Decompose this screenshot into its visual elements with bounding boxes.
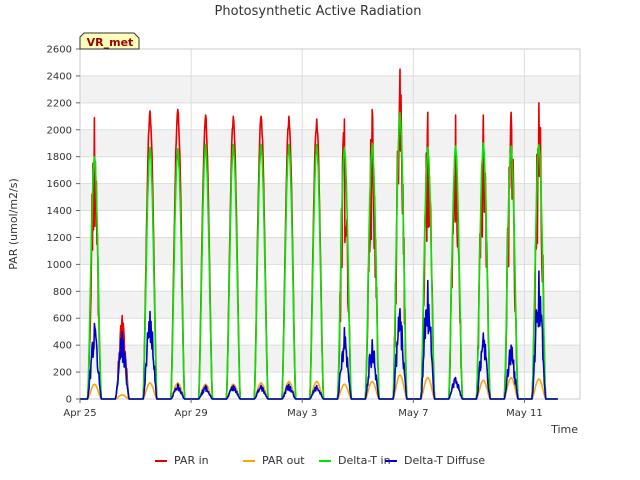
site-label: VR_met bbox=[87, 36, 134, 49]
y-tick: 1400 bbox=[47, 206, 80, 217]
y-tick: 0 bbox=[66, 395, 80, 406]
legend: PAR in PAR out Delta-T in Delta-T Diffuse bbox=[155, 454, 485, 467]
x-axis-ticks: Apr 25 Apr 29 May 3 May 7 May 11 bbox=[63, 399, 543, 419]
legend-item: PAR out bbox=[243, 454, 305, 467]
legend-label: Delta-T in bbox=[338, 454, 391, 467]
band bbox=[80, 183, 580, 211]
y-tick-label: 2400 bbox=[47, 71, 72, 82]
site-label-box: VR_met bbox=[79, 32, 140, 50]
y-tick: 1200 bbox=[47, 233, 80, 244]
y-tick: 2200 bbox=[47, 98, 80, 109]
chart-title: Photosynthetic Active Radiation bbox=[215, 4, 422, 19]
y-tick-label: 400 bbox=[53, 341, 72, 352]
y-tick-label: 1400 bbox=[47, 206, 72, 217]
x-tick-label: May 11 bbox=[506, 408, 543, 419]
band bbox=[80, 129, 580, 157]
y-tick: 1800 bbox=[47, 152, 80, 163]
y-tick: 1000 bbox=[47, 260, 80, 271]
series-line-par-out bbox=[79, 374, 558, 400]
plot-background-bands bbox=[80, 75, 580, 373]
legend-item: Delta-T Diffuse bbox=[385, 454, 485, 467]
legend-label: PAR in bbox=[174, 454, 209, 467]
band bbox=[80, 237, 580, 265]
x-tick-label: May 7 bbox=[398, 408, 428, 419]
y-tick-label: 0 bbox=[66, 395, 72, 406]
y-tick-label: 2000 bbox=[47, 125, 72, 136]
legend-item: Delta-T in bbox=[319, 454, 391, 467]
x-tick: May 7 bbox=[398, 399, 428, 419]
legend-label: Delta-T Diffuse bbox=[404, 454, 485, 467]
x-tick: May 3 bbox=[287, 399, 317, 419]
x-tick: Apr 25 bbox=[63, 399, 97, 419]
x-axis-label: Time bbox=[550, 423, 578, 436]
band bbox=[80, 345, 580, 373]
band bbox=[80, 75, 580, 103]
y-tick: 2600 bbox=[47, 45, 80, 56]
y-tick: 2000 bbox=[47, 125, 80, 136]
y-tick-label: 2600 bbox=[47, 45, 72, 56]
y-tick-label: 600 bbox=[53, 314, 72, 325]
y-tick: 600 bbox=[53, 314, 80, 325]
y-tick: 1600 bbox=[47, 179, 80, 190]
y-tick-label: 1000 bbox=[47, 260, 72, 271]
y-tick: 400 bbox=[53, 341, 80, 352]
band bbox=[80, 291, 580, 319]
y-tick-label: 1200 bbox=[47, 233, 72, 244]
y-tick-label: 200 bbox=[53, 368, 72, 379]
y-tick-label: 1600 bbox=[47, 179, 72, 190]
series-line-delta-t-diffuse bbox=[79, 270, 558, 400]
x-tick-label: Apr 29 bbox=[175, 408, 208, 419]
legend-item: PAR in bbox=[155, 454, 209, 467]
y-tick-label: 2200 bbox=[47, 98, 72, 109]
y-tick-label: 1800 bbox=[47, 152, 72, 163]
x-tick-label: Apr 25 bbox=[63, 408, 96, 419]
y-tick: 800 bbox=[53, 287, 80, 298]
y-axis-label: PAR (umol/m2/s) bbox=[7, 178, 20, 270]
y-tick-label: 800 bbox=[53, 287, 72, 298]
series-line-delta-t-in bbox=[79, 111, 558, 400]
series-layer bbox=[79, 68, 558, 400]
x-tick: May 11 bbox=[506, 399, 543, 419]
x-tick: Apr 29 bbox=[175, 399, 208, 419]
x-tick-label: May 3 bbox=[287, 408, 317, 419]
legend-label: PAR out bbox=[262, 454, 305, 467]
y-axis-ticks: 0 200 400 600 800 1000 1200 1400 1600 1800 2000 220… bbox=[47, 45, 80, 406]
y-tick: 200 bbox=[53, 368, 80, 379]
y-tick: 2400 bbox=[47, 71, 80, 82]
